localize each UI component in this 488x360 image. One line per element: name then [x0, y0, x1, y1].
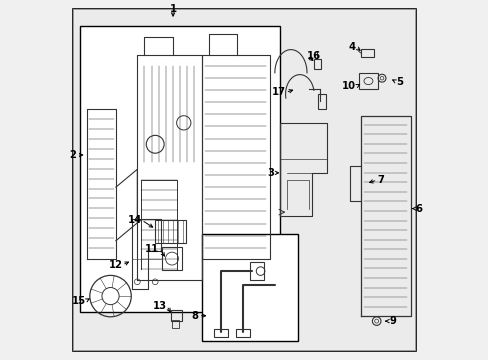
- Text: 17: 17: [271, 87, 285, 98]
- Text: 7: 7: [377, 175, 384, 185]
- Text: 3: 3: [266, 168, 273, 178]
- Bar: [172, 320, 179, 328]
- Bar: [313, 59, 320, 69]
- Text: 12: 12: [108, 260, 122, 270]
- Bar: [358, 73, 378, 89]
- Bar: [162, 247, 182, 270]
- Bar: [170, 310, 182, 321]
- Bar: [236, 329, 249, 337]
- Bar: [80, 26, 280, 312]
- Text: 16: 16: [306, 51, 321, 61]
- Text: 11: 11: [145, 244, 159, 253]
- Text: 10: 10: [341, 81, 355, 91]
- Text: 15: 15: [71, 296, 85, 306]
- Text: 13: 13: [152, 301, 166, 311]
- Text: 9: 9: [388, 316, 395, 326]
- Text: 5: 5: [395, 77, 403, 87]
- Text: 6: 6: [414, 203, 422, 213]
- Bar: [317, 94, 325, 109]
- Bar: [360, 49, 373, 57]
- Text: 8: 8: [191, 311, 198, 321]
- Bar: [249, 262, 264, 280]
- Text: 4: 4: [348, 42, 355, 52]
- Bar: [155, 220, 185, 243]
- Bar: [214, 329, 227, 337]
- Bar: [201, 234, 298, 341]
- Text: 2: 2: [70, 150, 77, 160]
- Text: 1: 1: [169, 4, 176, 14]
- Text: 14: 14: [127, 215, 142, 225]
